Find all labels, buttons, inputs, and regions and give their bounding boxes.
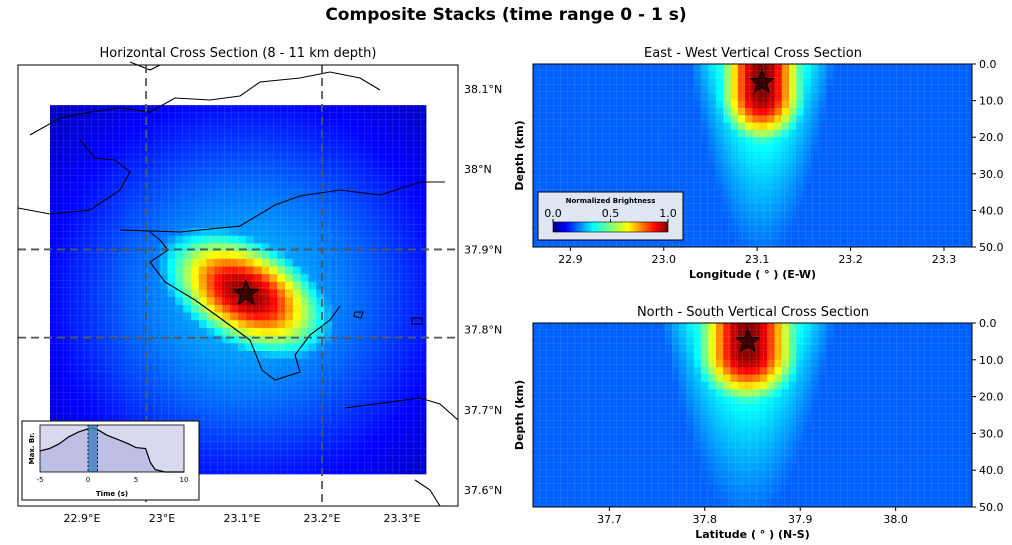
ns-ytick-label: 30.0	[979, 427, 1004, 440]
ns-panel: 37.7 37.8 37.9 38.0 0.0 10.0 20.0 30.0 40.0 50.0 L…	[513, 317, 1004, 541]
ns-xtick-label: 38.0	[883, 513, 908, 526]
ns-ytick-label: 20.0	[979, 391, 1004, 404]
inset-xlabel: Time (s)	[96, 490, 128, 498]
coastline	[119, 181, 445, 233]
horizontal-xtick-label: 22.9°E	[64, 512, 101, 525]
coastlines	[17, 61, 459, 507]
ew-ytick-label: 40.0	[979, 204, 1004, 217]
inset-area-fill	[40, 427, 184, 472]
colorbar-tick-label: 0.0	[544, 207, 562, 220]
horizontal-ytick-label: 38.1°N	[464, 83, 502, 96]
inset-series-line	[39, 426, 184, 473]
coastline	[17, 139, 131, 215]
ns-ytick-label: 0.0	[979, 317, 997, 330]
island	[411, 317, 423, 325]
ew-ylabel: Depth (km)	[513, 120, 526, 190]
ns-event-star	[734, 327, 761, 353]
coastline	[149, 231, 341, 381]
ew-event-star	[749, 68, 775, 94]
ns-ylabel: Depth (km)	[513, 380, 526, 450]
horizontal-ytick-label: 37.7°N	[464, 404, 502, 417]
coastline	[344, 397, 459, 421]
ns-xlabel: Latitude ( ° ) (N-S)	[695, 528, 810, 541]
horizontal-title: Horizontal Cross Section (8 - 11 km dept…	[99, 46, 377, 61]
ew-ytick-label: 20.0	[979, 131, 1004, 144]
ew-xtick-label: 23.3	[932, 253, 957, 266]
ns-ytick-label: 40.0	[979, 464, 1004, 477]
horizontal-xtick-label: 23.3°E	[384, 512, 421, 525]
coastline	[414, 479, 441, 507]
horizontal-xtick-label: 23.2°E	[304, 512, 341, 525]
ns-xtick-label: 37.8	[693, 513, 718, 526]
ew-xtick-label: 23.2	[838, 253, 863, 266]
ns-frame	[532, 322, 973, 508]
inset-xtick-label: 5	[134, 476, 138, 484]
horizontal-ytick-label: 37.9°N	[464, 243, 502, 256]
figure-title: Composite Stacks (time range 0 - 1 s)	[325, 5, 687, 25]
ew-xlabel: Longitude ( ° ) (E-W)	[689, 268, 816, 281]
ew-ytick-label: 10.0	[979, 95, 1004, 108]
ns-ytick-label: 10.0	[979, 354, 1004, 367]
ew-ytick-label: 0.0	[979, 58, 997, 71]
colorbar-gradient	[552, 221, 669, 233]
inset-xtick-label: -5	[37, 476, 44, 484]
time-inset: -5 0 5 10 Time (s) Max. Br.	[21, 420, 200, 501]
inset-xtick-label: 10	[180, 476, 189, 484]
ns-xtick-label: 37.9	[788, 513, 813, 526]
ew-title: East - West Vertical Cross Section	[644, 46, 862, 61]
horizontal-ytick-label: 37.8°N	[464, 324, 502, 337]
ew-xtick-label: 22.9	[558, 253, 583, 266]
inset-ylabel: Max. Br.	[28, 433, 36, 465]
coastline	[29, 71, 381, 136]
inset-highlight	[88, 425, 98, 472]
inset-frame	[39, 424, 185, 473]
horizontal-ytick-label: 37.6°N	[464, 484, 502, 497]
horizontal-panel: 22.9°E 23°E 23.1°E 23.2°E 23.3°E 37.6°N 37.7°N…	[17, 61, 502, 525]
horizontal-frame	[17, 64, 459, 507]
ns-ytick-label: 50.0	[979, 501, 1004, 514]
ew-ytick-label: 30.0	[979, 168, 1004, 181]
ew-panel: 22.9 23.0 23.1 23.2 23.3 0.0 10.0 20.0 30.0 40.0 5…	[513, 58, 1004, 281]
ns-grid-overlay	[533, 323, 972, 507]
ew-frame	[532, 63, 973, 248]
ew-xtick-label: 23.1	[745, 253, 770, 266]
ns-xtick-label: 37.7	[597, 513, 622, 526]
coastline	[129, 61, 161, 71]
ns-title: North - South Vertical Cross Section	[636, 305, 870, 320]
horizontal-xtick-label: 23.1°E	[224, 512, 261, 525]
island	[353, 311, 364, 319]
colorbar-title: Normalized Brightness	[566, 197, 656, 205]
inset-xtick-label: 0	[86, 476, 90, 484]
colorbar-tick-label: 0.5	[602, 207, 620, 220]
event-star	[232, 279, 260, 306]
ew-ytick-label: 50.0	[979, 241, 1004, 254]
colorbar-tick-label: 1.0	[659, 207, 677, 220]
ew-xtick-label: 23.0	[652, 253, 677, 266]
horizontal-ytick-label: 38°N	[464, 163, 492, 176]
horizontal-xtick-label: 23°E	[149, 512, 175, 525]
